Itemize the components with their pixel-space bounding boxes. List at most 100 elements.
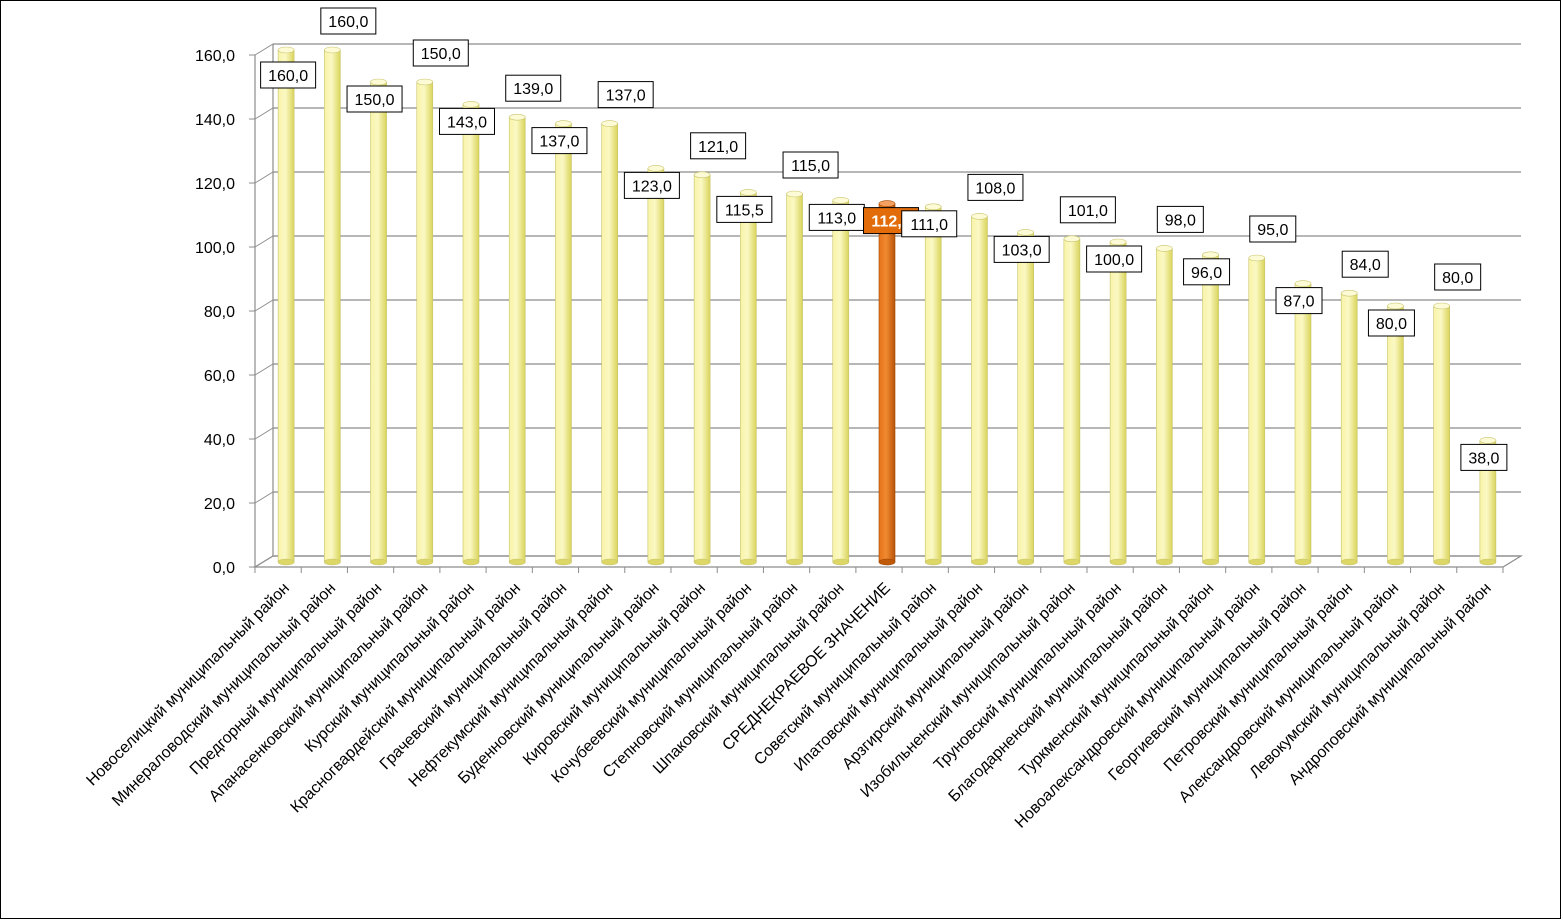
gridline-depth <box>254 363 274 376</box>
svg-text:115,5: 115,5 <box>725 202 764 219</box>
bar <box>508 113 526 566</box>
data-label: 113,0 <box>808 203 865 231</box>
data-label: 137,0 <box>597 81 654 109</box>
svg-text:137,0: 137,0 <box>539 134 579 151</box>
data-label: 87,0 <box>1275 287 1323 315</box>
axes: 0,0 20,0 40,0 60,0 80,0 100,0 120,0 140,0 160,0 <box>195 44 1524 577</box>
svg-text:95,0: 95,0 <box>1257 222 1288 239</box>
data-label: 160,0 <box>320 7 377 35</box>
bar <box>1433 302 1450 566</box>
bar <box>1248 254 1266 566</box>
data-label: 96,0 <box>1183 258 1231 286</box>
bar <box>555 120 572 566</box>
bar <box>1202 251 1219 566</box>
data-label: 115,5 <box>716 195 773 223</box>
gridline-depth <box>254 107 274 120</box>
svg-text:160,0: 160,0 <box>268 68 308 85</box>
svg-text:160,0: 160,0 <box>328 14 368 31</box>
bar <box>1156 245 1173 566</box>
category-label: Изобильненский муниципальный район <box>858 580 1079 801</box>
data-label: 38,0 <box>1460 443 1508 471</box>
bar <box>832 197 850 566</box>
category-label: СРЕДНЕКРАЕВОЕ ЗНАЧЕНИЕ <box>719 580 893 754</box>
bar <box>924 203 942 566</box>
bar <box>1109 238 1127 566</box>
data-label: 95,0 <box>1249 215 1297 243</box>
gridline-depth <box>254 235 274 248</box>
svg-text:80,0: 80,0 <box>1376 316 1407 333</box>
svg-text:38,0: 38,0 <box>1468 450 1499 467</box>
svg-text:121,0: 121,0 <box>698 139 738 156</box>
svg-text:100,0: 100,0 <box>1094 252 1134 269</box>
bar <box>324 46 341 566</box>
data-label: 150,0 <box>412 39 469 67</box>
bar <box>1340 289 1358 566</box>
data-label: 143,0 <box>439 107 495 135</box>
category-label: Апанасенковский муниципальный район <box>206 580 432 806</box>
bars <box>277 46 1497 566</box>
gridline-depth <box>254 299 274 312</box>
bar <box>416 78 434 566</box>
data-label: 108,0 <box>967 173 1024 201</box>
gridline-depth <box>254 43 274 56</box>
data-label: 121,0 <box>690 132 747 160</box>
svg-text:108,0: 108,0 <box>975 180 1015 197</box>
y-tick-label: 120,0 <box>195 176 235 193</box>
bar <box>277 46 295 566</box>
gridline-depth <box>254 427 274 440</box>
y-tick-label: 0,0 <box>213 560 235 577</box>
svg-text:137,0: 137,0 <box>606 88 646 105</box>
data-label: 101,0 <box>1059 196 1116 224</box>
svg-text:98,0: 98,0 <box>1165 212 1196 229</box>
svg-text:150,0: 150,0 <box>421 46 461 63</box>
data-label: 111,0 <box>901 210 958 238</box>
svg-text:103,0: 103,0 <box>1002 242 1042 259</box>
data-label: 123,0 <box>623 171 680 199</box>
y-tick-label: 60,0 <box>204 368 235 385</box>
y-tick-label: 140,0 <box>195 112 235 129</box>
gridline-depth <box>254 171 274 184</box>
svg-text:113,0: 113,0 <box>817 210 856 227</box>
svg-text:80,0: 80,0 <box>1442 270 1473 287</box>
data-label: 98,0 <box>1156 205 1204 233</box>
bar <box>647 165 665 566</box>
bar <box>1387 302 1404 566</box>
y-tick-label: 20,0 <box>204 496 235 513</box>
y-tick-label: 160,0 <box>195 48 235 65</box>
category-labels: Новоселицкий муниципальный районМинерало… <box>83 580 1494 832</box>
data-label: 115,0 <box>782 151 839 179</box>
gridlines <box>254 43 1521 568</box>
y-tick-label: 80,0 <box>204 304 235 321</box>
data-label: 150,0 <box>346 85 403 113</box>
bar <box>1017 229 1034 566</box>
svg-text:96,0: 96,0 <box>1191 265 1222 282</box>
svg-text:101,0: 101,0 <box>1068 203 1108 220</box>
bar <box>786 190 803 566</box>
bar <box>601 120 618 566</box>
svg-text:143,0: 143,0 <box>447 114 487 131</box>
data-label: 80,0 <box>1434 263 1482 291</box>
bar <box>462 101 480 566</box>
svg-text:150,0: 150,0 <box>355 92 395 109</box>
bar <box>971 213 988 566</box>
svg-text:84,0: 84,0 <box>1350 257 1381 274</box>
svg-text:123,0: 123,0 <box>632 178 672 195</box>
bar <box>370 78 387 566</box>
data-label: 137,0 <box>531 127 588 155</box>
category-label: Курский муниципальный район <box>302 580 478 756</box>
bar <box>1294 280 1312 566</box>
gridline-depth <box>254 491 274 504</box>
data-label: 160,0 <box>260 61 317 89</box>
svg-text:112,0: 112,0 <box>871 214 910 231</box>
data-label: 100,0 <box>1086 245 1143 273</box>
data-label: 80,0 <box>1367 309 1415 337</box>
data-label: 84,0 <box>1341 250 1389 278</box>
bar <box>1063 235 1081 566</box>
bar-highlight <box>878 200 896 566</box>
data-labels: 160,0 160,0 150,0 150,0 143,0 139,0 137,0 137,0… <box>260 7 1508 471</box>
svg-text:111,0: 111,0 <box>910 217 948 234</box>
bar <box>693 171 711 566</box>
y-tick-label: 100,0 <box>195 240 235 257</box>
